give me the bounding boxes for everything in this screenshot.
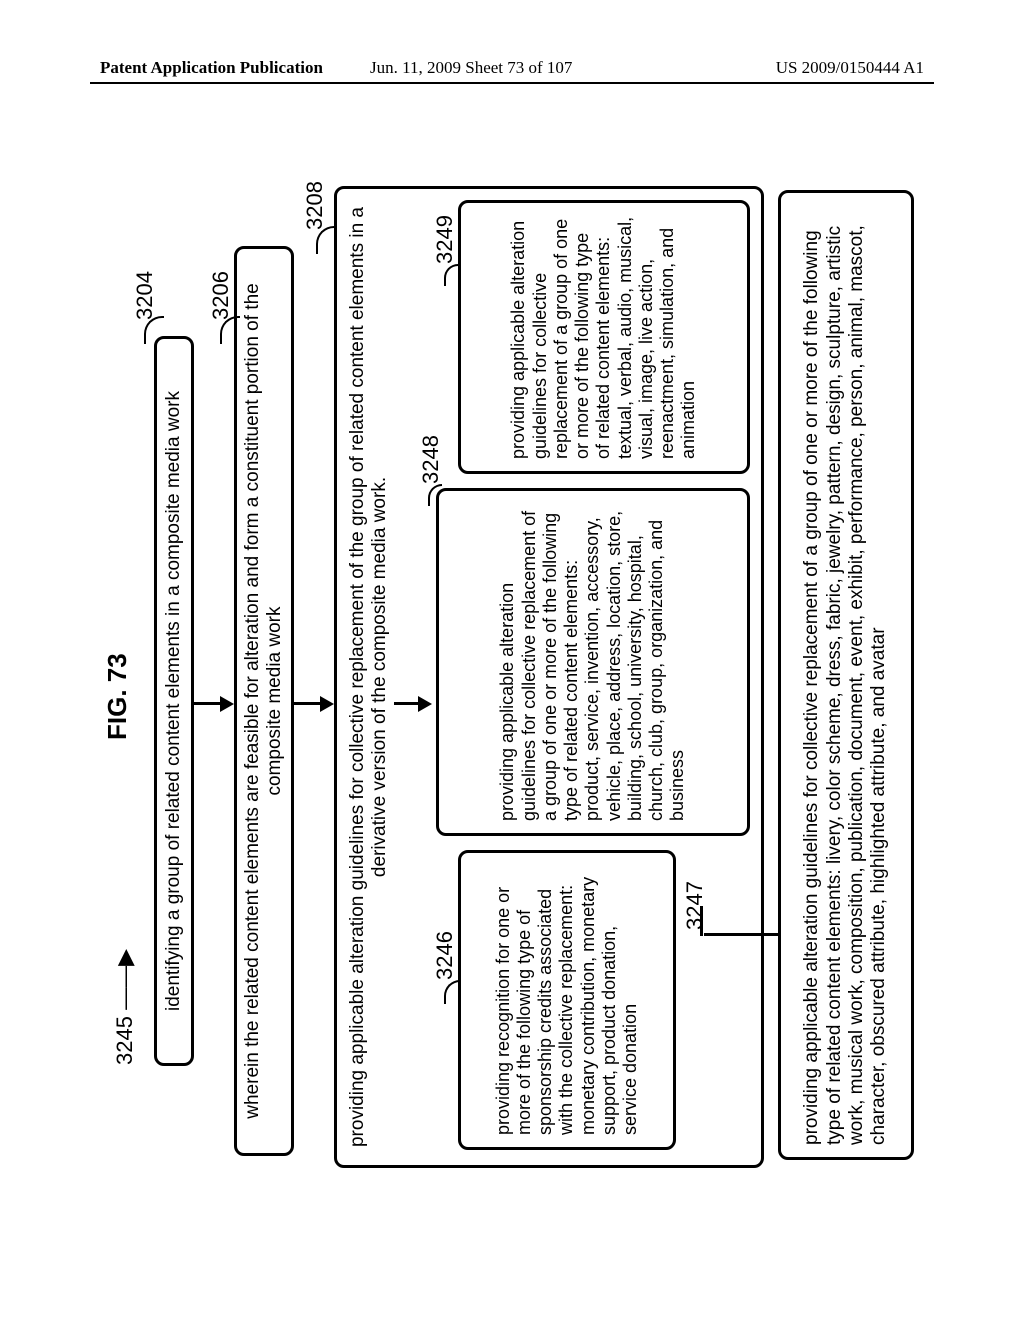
ref-3206: 3206 — [208, 271, 234, 320]
page: Patent Application Publication Jun. 11, … — [0, 0, 1024, 1320]
box-3204-text: identifying a group of related content e… — [163, 391, 185, 1011]
box-3248-text: providing applicable alteration guidelin… — [497, 503, 688, 821]
arrow-3204-3206 — [220, 696, 234, 712]
box-3249-text: providing applicable alteration guidelin… — [508, 215, 699, 459]
ref-3245: 3245 ——▶ — [112, 949, 138, 1065]
header-rule — [90, 82, 934, 84]
box-3208-text: providing applicable alteration guidelin… — [347, 201, 392, 1153]
box-3246-text: providing recognition for one or more of… — [493, 865, 642, 1135]
box-3246: providing recognition for one or more of… — [458, 850, 676, 1150]
figure-rotated: FIG. 73 3245 ——▶ identifying a group of … — [102, 170, 922, 1230]
figure-container: FIG. 73 3245 ——▶ identifying a group of … — [102, 170, 922, 1230]
lead-3204 — [144, 316, 164, 344]
box-3248: providing applicable alteration guidelin… — [436, 488, 750, 836]
ref-3247: 3247 — [682, 881, 708, 930]
box-3247: providing applicable alteration guidelin… — [778, 190, 914, 1160]
header-left: Patent Application Publication — [100, 58, 323, 78]
lead-3247-h — [700, 906, 703, 936]
header-right: US 2009/0150444 A1 — [776, 58, 924, 78]
ref-3204: 3204 — [132, 271, 158, 320]
ref-3249: 3249 — [432, 215, 458, 264]
ref-3248: 3248 — [418, 435, 444, 484]
header-mid: Jun. 11, 2009 Sheet 73 of 107 — [370, 58, 572, 78]
lead-3206 — [220, 316, 240, 344]
ref-3246: 3246 — [432, 931, 458, 980]
figure-label: FIG. 73 — [102, 653, 133, 740]
box-3204: identifying a group of related content e… — [154, 336, 194, 1066]
box-3247-text: providing applicable alteration guidelin… — [801, 205, 891, 1145]
ref-3208: 3208 — [302, 181, 328, 230]
box-3249: providing applicable alteration guidelin… — [458, 200, 750, 474]
lead-3208 — [316, 226, 336, 254]
arrow-3206-3208 — [320, 696, 334, 712]
box-3206-text: wherein the related content elements are… — [242, 261, 287, 1141]
lead-3247-v — [704, 934, 778, 937]
box-3206: wherein the related content elements are… — [234, 246, 294, 1156]
arrow-3208-inner — [418, 696, 432, 712]
ref-3245-text: 3245 — [112, 1016, 137, 1065]
